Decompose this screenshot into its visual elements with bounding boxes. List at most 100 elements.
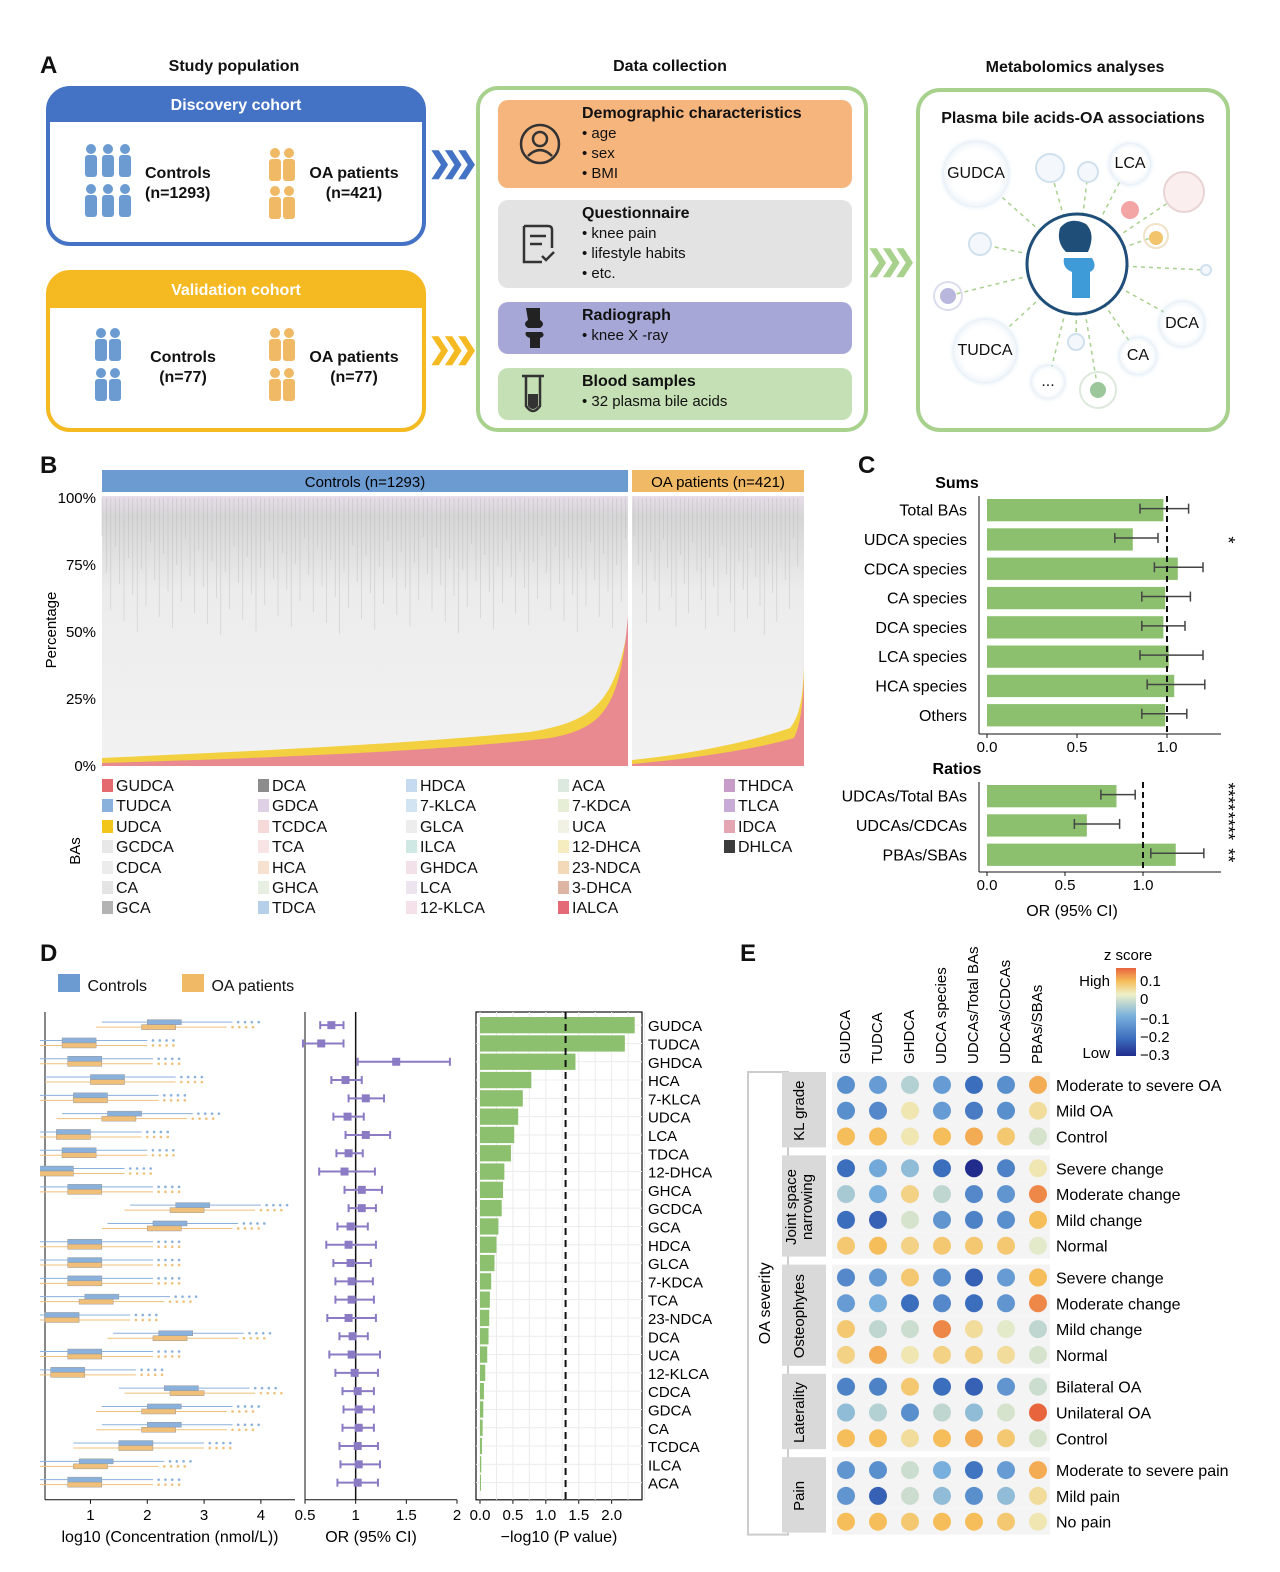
e-cell [997,1185,1015,1204]
d-or-point [353,1478,362,1487]
validation-controls-people-icon [95,328,121,401]
d-outlier [170,1282,174,1285]
d-outlier [157,1483,160,1486]
data-collection-header: Data collection [613,58,727,75]
c-stars: * [1218,536,1238,543]
questionnaire-title: Questionnaire [582,205,690,222]
d-outlier [168,1460,172,1463]
d-outlier [273,1208,276,1212]
d-p-bar [480,1383,484,1400]
d-outlier [175,1300,179,1303]
d-outlier [251,1410,255,1413]
e-cell [965,1486,983,1505]
d-p-bar [480,1291,490,1308]
d-p-label: CDCA [648,1384,691,1401]
e-cell [901,1101,919,1120]
d-p-xlabel: −log10 (P value) [501,1529,618,1546]
controls-people-icon [85,144,131,217]
legend-item-dhlca: DHLCA [724,839,792,857]
d-outlier [151,1039,155,1042]
d-outlier [165,1039,168,1042]
d-box [141,1427,176,1433]
e-cell [1029,1512,1047,1531]
d-or-point [354,1405,363,1414]
e-row-label: Severe change [1056,1271,1164,1288]
e-cell [997,1320,1015,1339]
panel-c-chart: Sums Total BAs UDCA species * CDCA species CA… [842,475,1238,920]
d-p-label: HDCA [648,1238,691,1255]
e-cell [869,1210,887,1229]
d-or-point [354,1423,363,1432]
e-col-label: UDCA species [933,967,950,1064]
d-outlier [189,1460,192,1463]
e-cell [869,1512,887,1531]
demographic-item: • age [582,125,617,142]
e-cell [901,1512,919,1531]
d-outlier [148,1318,151,1322]
d-outlier [177,1277,181,1280]
d-outlier [181,1295,184,1298]
e-cell [965,1075,983,1094]
panel-d-chart: 1 2 3 4 log10 (Concentration (nmol/L)) 0.5 1 1.… [40,1011,712,1546]
e-cell [1029,1294,1047,1313]
e-group-label: narrowing [799,1174,816,1240]
d-p-label: LCA [648,1128,677,1145]
d-outlier [250,1423,254,1427]
d-p-label: DCA [648,1329,680,1346]
d-outlier [183,1099,187,1102]
d-outlier [160,1373,164,1377]
e-side-label: OA severity [757,1262,774,1344]
d-outlier [155,1318,158,1322]
e-cell [1029,1127,1047,1146]
d-box [118,1445,154,1451]
d-outlier [149,1167,152,1170]
d-outlier [231,1025,234,1029]
e-cell [837,1185,855,1204]
d-outlier [231,1428,234,1432]
legend-item-ghca: GHCA [258,880,318,898]
d-p-label: 12-KLCA [648,1366,709,1383]
d-outlier [169,1465,173,1468]
e-cell [837,1345,855,1364]
e-group-band [782,1373,826,1450]
d-outlier [164,1277,167,1280]
legend-item-uca: UCA [558,819,606,837]
c-bar [987,557,1178,580]
d-outlier [200,1080,204,1084]
e-cell [997,1377,1015,1396]
e-row-label: Moderate change [1056,1296,1181,1313]
e-cell [965,1210,983,1229]
e-cell [901,1268,919,1287]
questionnaire-item: • etc. [582,265,616,282]
d-outlier [157,1240,160,1244]
d-conc-xlabel: log10 (Concentration (nmol/L)) [62,1529,279,1546]
d-outlier [157,1062,160,1066]
validation-controls-label: Controls (n=77) [150,349,216,386]
bubble-tudca: TUDCA [954,320,1016,382]
e-cell [837,1377,855,1396]
e-cell [965,1345,983,1364]
legend-item-glca: GLCA [406,819,464,837]
e-cell [933,1159,951,1178]
d-box [175,1202,211,1208]
d-box [147,1403,182,1410]
d-outlier [164,1258,167,1262]
d-p-label: HCA [648,1073,680,1090]
e-col-label: GHDCA [901,1010,918,1064]
d-outlier [158,1039,162,1042]
c-xtick: 0.0 [977,739,998,756]
d-or-point [347,1277,356,1286]
e-cell [997,1512,1015,1531]
d-outlier [242,1222,246,1225]
d-outlier [170,1057,174,1061]
d-outlier [248,1331,251,1335]
e-row-label: Control [1056,1431,1108,1448]
e-legend-tick: 0 [1140,991,1148,1008]
d-outlier [238,1025,241,1029]
stacked-area-controls [102,496,628,766]
e-cell [869,1101,887,1120]
d-p-label: GCDCA [648,1201,702,1218]
c-xtick: 0.5 [1067,739,1088,756]
d-outlier [280,1208,283,1212]
d-outlier [243,1227,247,1230]
